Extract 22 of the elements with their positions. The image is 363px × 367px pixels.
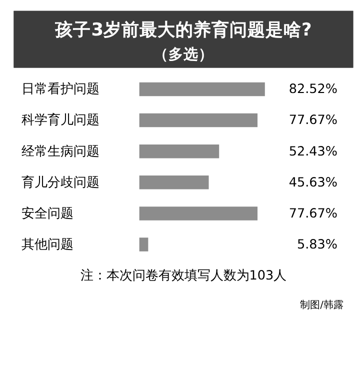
chart-subtitle: （多选） — [153, 46, 214, 63]
y-tick-label: 日常看护问题 — [22, 82, 100, 98]
data-label: 52.43% — [288, 144, 338, 160]
text: 制图/韩露 — [300, 299, 344, 312]
bar — [139, 144, 220, 158]
bar — [139, 176, 209, 190]
data-label: 45.63% — [288, 175, 338, 190]
data-label: 77.67% — [288, 206, 338, 222]
text: 注：本次问卷有效填写人数为103人 — [80, 268, 287, 284]
y-tick-label: 其他问题 — [22, 237, 74, 252]
bar — [139, 206, 258, 220]
y-tick-label: 经常生病问题 — [22, 144, 100, 160]
bar — [139, 113, 258, 128]
data-label: 5.83% — [296, 237, 338, 252]
chart-title: 孩子3岁前最大的养育问题是啥? — [54, 18, 312, 40]
data-label: 82.52% — [288, 82, 338, 98]
y-tick-label: 科学育儿问题 — [22, 112, 100, 128]
bar — [139, 82, 265, 96]
y-tick-label: 安全问题 — [22, 205, 74, 222]
y-tick-label: 育儿分歧问题 — [22, 174, 100, 190]
data-label: 77.67% — [288, 113, 338, 128]
bar — [139, 238, 148, 252]
